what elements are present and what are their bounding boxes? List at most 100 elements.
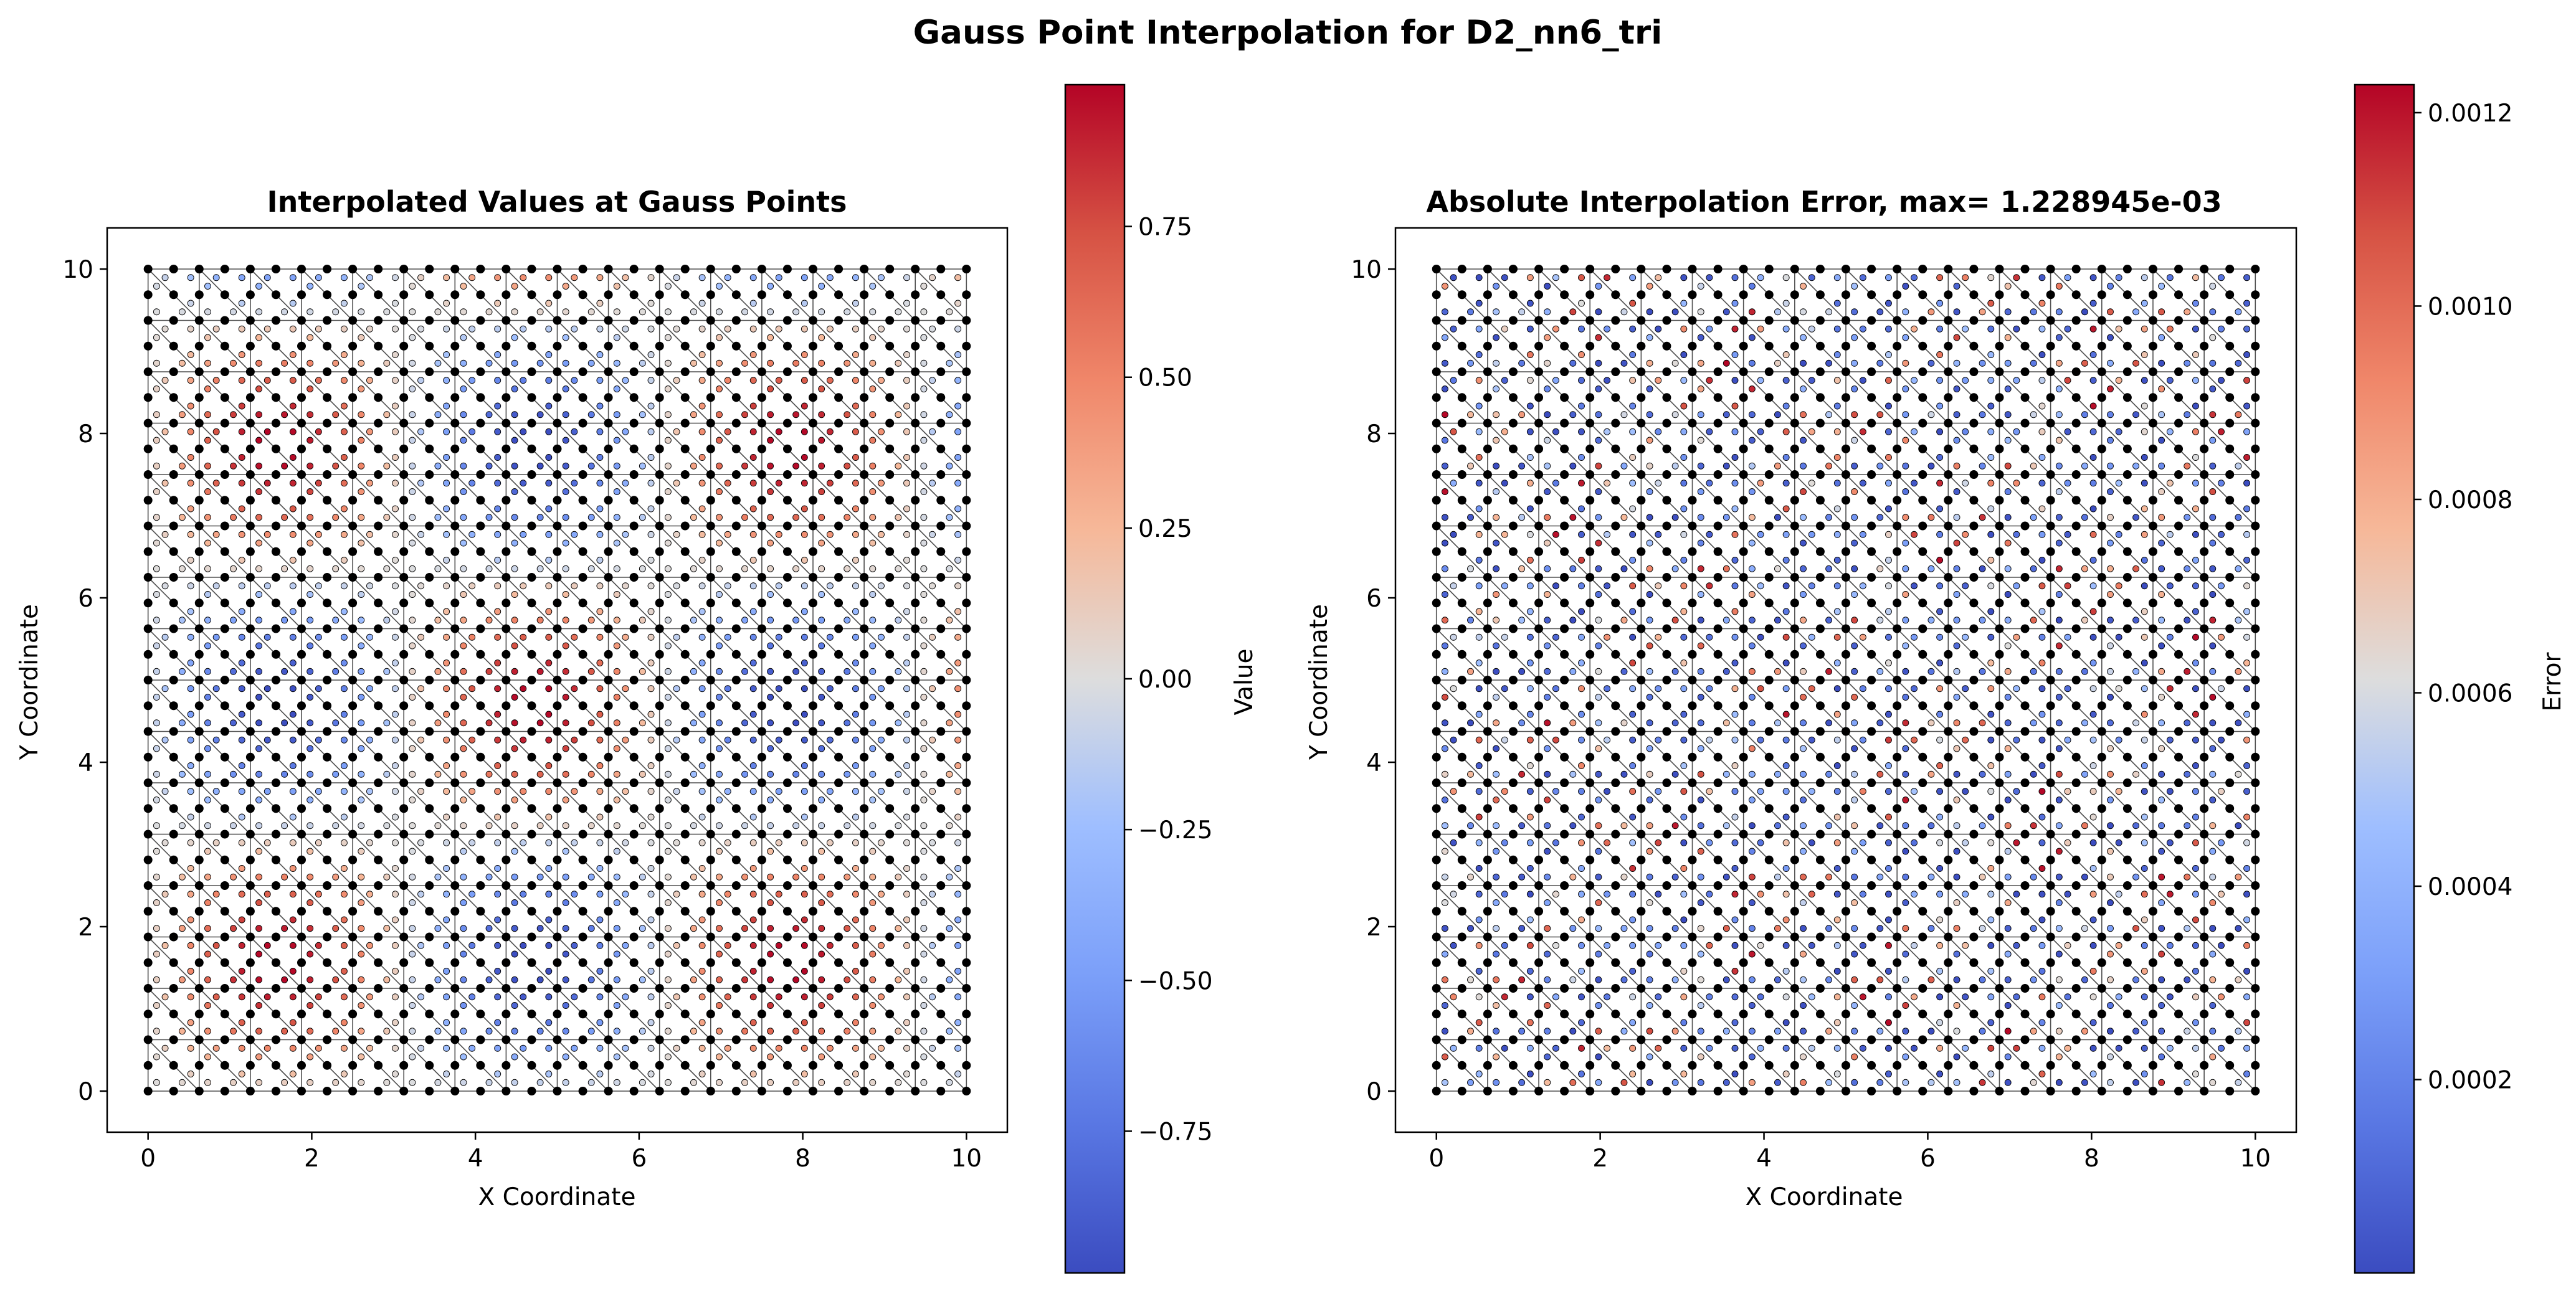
gauss-point	[1885, 711, 1892, 718]
mesh-node	[2225, 804, 2235, 813]
gauss-point	[1757, 736, 1764, 744]
mesh-node	[2148, 624, 2157, 633]
gauss-point	[307, 899, 314, 906]
gauss-point	[1757, 274, 1764, 281]
mesh-node	[578, 676, 587, 684]
mesh-node	[297, 470, 306, 479]
mesh-node	[578, 624, 587, 633]
mesh-node	[374, 830, 383, 839]
gauss-point	[2089, 1019, 2097, 1026]
gauss-point	[315, 788, 322, 795]
mesh-node	[706, 830, 715, 839]
gauss-point	[545, 1044, 553, 1052]
mesh-node	[297, 496, 306, 505]
mesh-node	[1662, 470, 1671, 479]
gauss-point	[2004, 359, 2012, 367]
gauss-point	[468, 736, 476, 744]
mesh-node	[2174, 290, 2184, 300]
gauss-point	[946, 873, 953, 881]
mesh-node	[1457, 393, 1466, 402]
gauss-point	[818, 925, 825, 932]
mesh-node	[936, 1010, 946, 1019]
gauss-point	[1646, 1002, 1653, 1009]
mesh-node	[1713, 624, 1723, 633]
mesh-node	[1637, 932, 1646, 942]
gauss-point	[1987, 300, 1995, 307]
mesh-node	[757, 290, 766, 300]
gauss-point	[852, 402, 859, 410]
gauss-point	[1578, 428, 1585, 435]
mesh-node	[476, 470, 485, 479]
gauss-point	[358, 668, 365, 675]
mesh-node	[1969, 393, 1979, 402]
gauss-point	[187, 300, 194, 307]
mesh-node	[629, 1035, 639, 1044]
gauss-point	[596, 402, 604, 410]
mesh-node	[1688, 598, 1697, 608]
mesh-node	[1457, 547, 1466, 556]
gauss-point	[647, 865, 655, 872]
mesh-node	[2225, 881, 2235, 890]
gauss-point	[571, 377, 578, 384]
mesh-node	[1713, 521, 1723, 531]
gauss-point	[1518, 308, 1526, 316]
gauss-point	[1731, 813, 1739, 821]
gauss-point	[443, 300, 450, 307]
gauss-point	[511, 950, 518, 958]
mesh-node	[1432, 573, 1441, 582]
gauss-point	[1876, 359, 1884, 367]
mesh-node	[655, 881, 664, 890]
gauss-point	[1953, 539, 1961, 547]
gauss-point	[1680, 300, 1688, 307]
gauss-point	[2038, 608, 2046, 615]
gauss-point	[289, 505, 297, 513]
gauss-point	[1800, 642, 1807, 650]
mesh-node	[501, 984, 511, 993]
gauss-point	[587, 514, 595, 521]
gauss-point	[767, 411, 774, 419]
gauss-point	[358, 925, 365, 932]
mesh-node	[169, 752, 178, 762]
gauss-point	[698, 762, 706, 769]
gauss-point	[494, 505, 501, 513]
gauss-point	[409, 411, 416, 419]
gauss-point	[1706, 480, 1713, 487]
mesh-node	[1637, 598, 1646, 608]
mesh-node	[297, 727, 306, 736]
gauss-point	[545, 1019, 553, 1026]
gauss-point	[1629, 608, 1637, 615]
gauss-point	[178, 411, 186, 419]
mesh-node	[1764, 1087, 1774, 1095]
gauss-point	[1833, 993, 1841, 1001]
gauss-point	[2064, 891, 2071, 898]
gauss-point	[903, 1044, 910, 1052]
mesh-node	[271, 830, 280, 839]
mesh-node	[1764, 419, 1774, 428]
mesh-node	[1432, 855, 1441, 864]
gauss-point	[468, 531, 476, 538]
mesh-node	[1637, 855, 1646, 864]
mesh-node	[374, 984, 383, 993]
gauss-point	[204, 848, 211, 855]
gauss-point	[878, 325, 885, 333]
mesh-node	[1432, 830, 1441, 839]
mesh-node	[323, 907, 332, 916]
gauss-point	[1911, 582, 1918, 590]
gauss-point	[596, 377, 604, 384]
gauss-point	[494, 660, 501, 666]
gauss-point	[1629, 300, 1637, 307]
mesh-node	[2071, 265, 2081, 273]
gauss-point	[1552, 736, 1559, 744]
mesh-node	[476, 984, 485, 993]
mesh-node	[399, 444, 409, 453]
gauss-point	[2055, 1028, 2063, 1035]
mesh-node	[1560, 650, 1569, 659]
mesh-node	[1585, 932, 1595, 942]
mesh-node	[1969, 778, 1979, 787]
mesh-node	[1432, 804, 1441, 813]
colorbar-tick-label: −0.75	[1138, 1118, 1213, 1146]
mesh-node	[425, 1087, 434, 1095]
mesh-node	[1867, 573, 1876, 582]
mesh-node	[323, 752, 332, 762]
mesh-node	[1944, 804, 1953, 813]
